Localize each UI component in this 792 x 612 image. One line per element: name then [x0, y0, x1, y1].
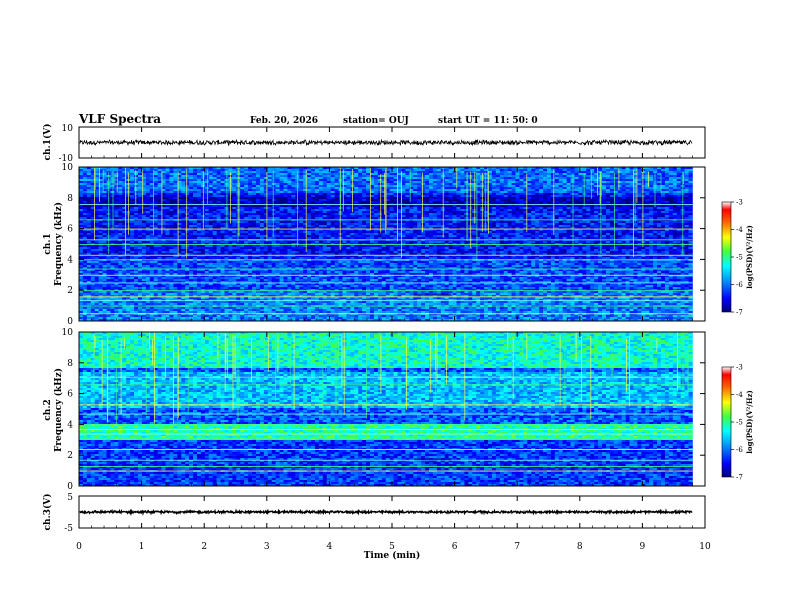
ytick-label: 10	[62, 328, 74, 338]
ch3-ylabel: ch.3(V)	[42, 494, 53, 531]
ytick-label: 2	[67, 451, 73, 461]
ch1-ylabel: ch.1(V)	[42, 124, 53, 161]
ch3-waveform-trace	[79, 508, 693, 517]
ch1-waveform-panel: 10 -10 ch.1(V)	[42, 124, 706, 164]
ch2-spectrogram-channel-label: ch.2	[43, 399, 53, 420]
colorbar-tick-label: -6	[736, 446, 743, 454]
colorbar-tick-label: -4	[736, 391, 743, 399]
ch1-colorbar-label: log(PSD)(V²/Hz)	[745, 225, 754, 289]
ytick-label: 6	[67, 225, 73, 235]
ch3-ytick-bottom: -5	[64, 524, 73, 534]
xtick-label: 6	[452, 542, 458, 552]
xtick-label: 1	[139, 542, 145, 552]
ch1-spectrogram-image	[79, 167, 693, 322]
colorbar-tick-label: -7	[736, 309, 743, 317]
figure-title: VLF Spectra	[78, 112, 161, 126]
ch1-colorbar	[721, 201, 732, 313]
ch1-spectrogram-ylabel: Frequency (kHz)	[53, 202, 64, 286]
ytick-label: 2	[67, 286, 73, 296]
xtick-label: 0	[76, 542, 82, 552]
ch3-ytick-top: 5	[67, 493, 73, 503]
xtick-label: 9	[640, 542, 646, 552]
ch2-spectrogram-yticks: 0 2 4 6 8 10	[62, 328, 705, 492]
ch1-spectrogram-yticks: 0 2 4 6 8 10	[62, 163, 705, 327]
xtick-label: 7	[514, 542, 520, 552]
station-label: station= OUJ	[343, 116, 409, 126]
ytick-label: 4	[67, 420, 73, 430]
colorbar-tick-label: -5	[736, 254, 743, 262]
xtick-label: 8	[577, 542, 583, 552]
ytick-label: 8	[67, 359, 73, 369]
x-axis-tick-labels: 0 1 2 3 4 5 6 7 8 9 10	[76, 542, 711, 552]
xtick-label: 5	[389, 542, 395, 552]
colorbar-tick-label: -3	[736, 199, 743, 207]
ch2-colorbar-ticks: -3 -4 -5 -6 -7	[731, 364, 743, 482]
ytick-label: 6	[67, 390, 73, 400]
ytick-label: 8	[67, 194, 73, 204]
ytick-label: 10	[62, 163, 74, 173]
ch1-colorbar-ticks: -3 -4 -5 -6 -7	[731, 199, 743, 317]
xtick-label: 4	[327, 542, 333, 552]
colorbar-tick-label: -6	[736, 281, 743, 289]
ch1-spectrogram-channel-label: ch.1	[43, 233, 53, 254]
ch1-waveform-trace	[79, 138, 693, 147]
date-label: Feb. 20, 2026	[250, 116, 318, 126]
ch1-ytick-top: 10	[62, 124, 74, 134]
start-time-label: start UT = 11: 50: 0	[438, 116, 538, 126]
xtick-label: 10	[699, 542, 711, 552]
ch2-spectrogram-image	[79, 332, 693, 487]
x-axis-ticks	[78, 127, 706, 528]
ch2-colorbar-label: log(PSD)(V²/Hz)	[745, 390, 754, 454]
ytick-label: 4	[67, 255, 73, 265]
x-axis-label: Time (min)	[364, 550, 421, 561]
ch2-colorbar	[721, 366, 732, 478]
colorbar-tick-label: -7	[736, 474, 743, 482]
ch2-spectrogram-ylabel: Frequency (kHz)	[53, 368, 64, 452]
colorbar-tick-label: -3	[736, 364, 743, 372]
colorbar-tick-label: -4	[736, 226, 743, 234]
ytick-label: 0	[67, 317, 73, 327]
ch1-ytick-bottom: -10	[59, 154, 74, 164]
ytick-label: 0	[67, 482, 73, 492]
xtick-label: 3	[264, 542, 270, 552]
colorbar-tick-label: -5	[736, 419, 743, 427]
xtick-label: 2	[201, 542, 207, 552]
